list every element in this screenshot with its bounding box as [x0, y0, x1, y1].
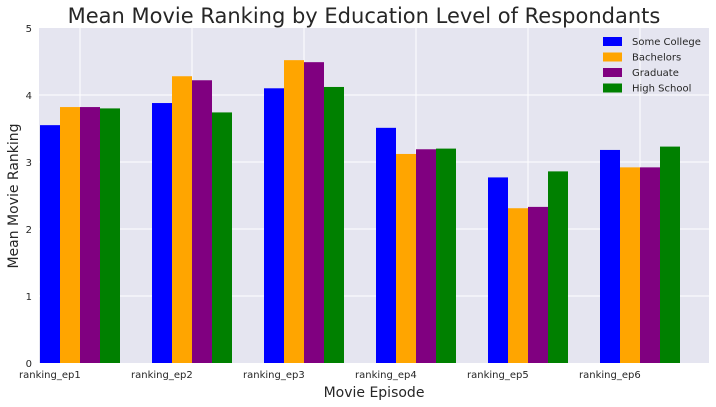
plot-area [39, 28, 709, 363]
x-tick-label: ranking_ep4 [355, 370, 417, 381]
y-tick-label: 4 [26, 91, 32, 102]
bars [40, 60, 680, 364]
legend-label: High School [632, 84, 691, 95]
legend-swatch [603, 68, 622, 77]
bar [284, 60, 304, 363]
y-tick-label: 3 [26, 158, 32, 169]
bar [600, 149, 620, 363]
bar [660, 146, 680, 363]
bar [620, 167, 640, 363]
legend-swatch [603, 52, 622, 62]
y-tick-label: 0 [26, 359, 32, 370]
bar [100, 108, 120, 364]
chart-title: Mean Movie Ranking by Education Level of… [68, 4, 661, 28]
legend-label: Some College [632, 37, 701, 48]
legend-label: Bachelors [632, 53, 681, 64]
bar [264, 88, 284, 364]
bar [396, 153, 416, 363]
bar [488, 177, 508, 363]
y-tick-label: 2 [26, 225, 32, 236]
x-tick-label: ranking_ep1 [19, 370, 81, 381]
bar [212, 112, 232, 363]
legend-label: Graduate [632, 68, 679, 79]
x-tick-label: ranking_ep6 [579, 370, 641, 381]
bar [324, 86, 344, 364]
y-axis-label: Mean Movie Ranking [6, 123, 22, 268]
legend: Some College Bachelors Graduate High School [603, 37, 701, 95]
bar [192, 80, 212, 363]
bar [416, 149, 436, 363]
x-tick-labels: ranking_ep1 ranking_ep2 ranking_ep3 ranking… [19, 370, 641, 381]
x-axis-label: Movie Episode [324, 385, 425, 401]
bar [172, 76, 192, 364]
bar [640, 167, 660, 363]
bar [508, 208, 528, 363]
bar [436, 148, 456, 363]
y-tick-label: 5 [26, 24, 32, 35]
bar [60, 107, 80, 363]
bar [528, 206, 548, 363]
x-tick-label: ranking_ep2 [131, 370, 193, 381]
bar [548, 171, 568, 363]
x-tick-label: ranking_ep5 [467, 370, 529, 381]
x-tick-label: ranking_ep3 [243, 370, 305, 381]
bar [80, 107, 100, 363]
legend-swatch [603, 37, 622, 46]
bar [376, 127, 396, 363]
y-tick-label: 1 [26, 292, 32, 303]
bar [152, 103, 172, 363]
bar [40, 125, 60, 364]
y-tick-labels: 0 1 2 3 4 5 [26, 24, 32, 370]
legend-swatch [603, 83, 622, 93]
bar [304, 62, 324, 364]
